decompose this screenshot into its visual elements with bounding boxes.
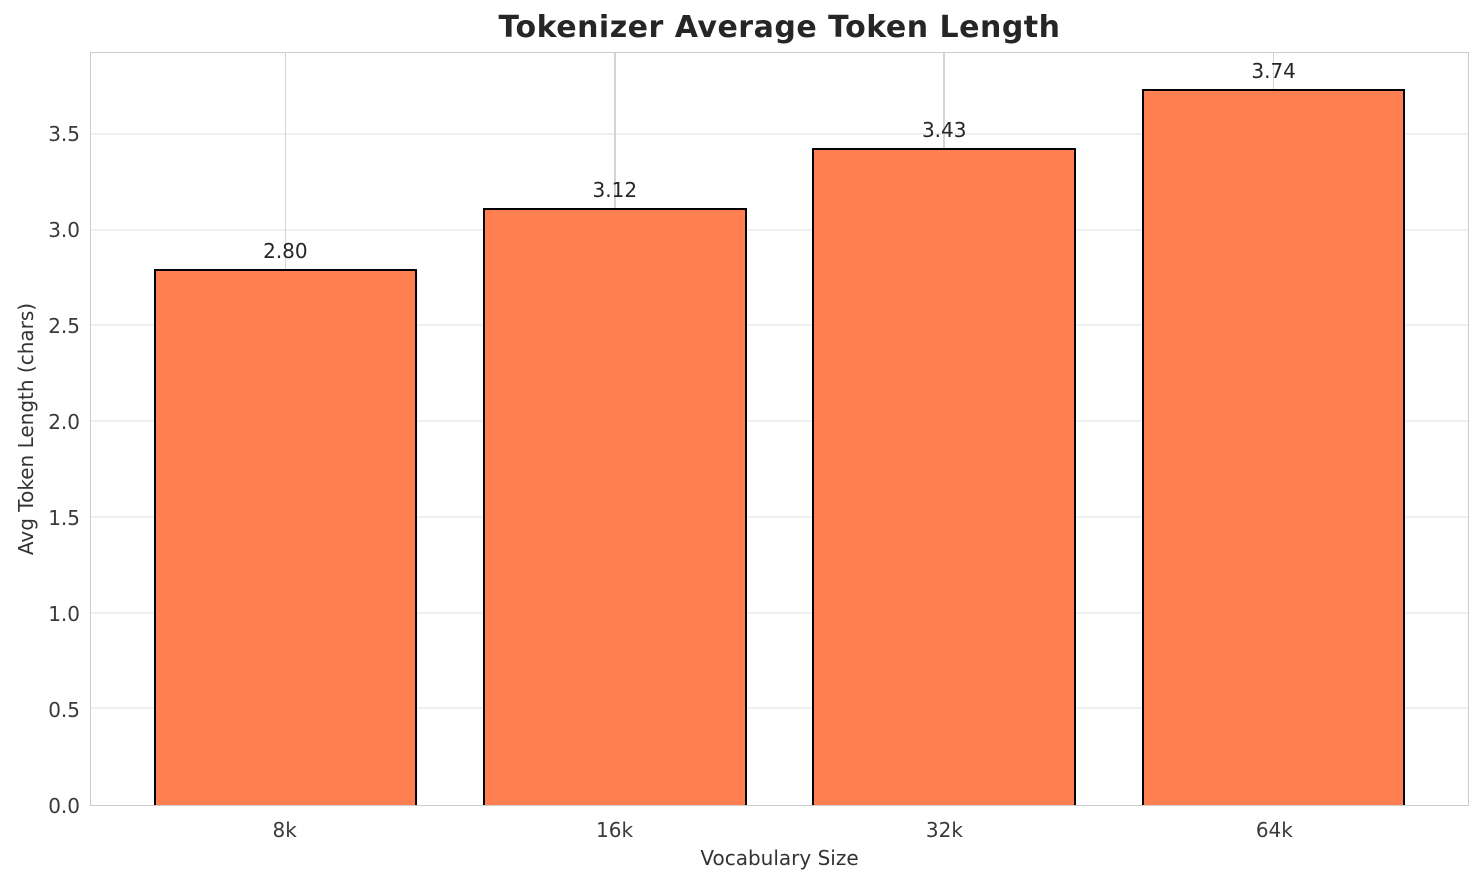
- x-tick-label: 32k: [925, 818, 963, 842]
- y-tick-label: 0.5: [48, 697, 80, 722]
- h-gridline: [91, 707, 1468, 710]
- bars-layer: 2.80 3.12 3.43 3.74: [91, 53, 1468, 805]
- y-tick-label: 2.0: [48, 409, 80, 434]
- bar-value-label: 2.80: [263, 238, 308, 263]
- bar-16k: [483, 207, 747, 805]
- bar-8k: [153, 268, 418, 805]
- bar-64k: [1141, 88, 1406, 805]
- h-gridline: [91, 420, 1468, 423]
- bar-32k: [812, 148, 1076, 805]
- bar-value-label: 3.74: [1251, 58, 1296, 83]
- bar-value-label: 3.43: [921, 118, 967, 143]
- h-gridline: [91, 132, 1468, 135]
- y-tick-label: 1.0: [48, 601, 80, 626]
- plot-area: 2.80 3.12 3.43 3.74: [90, 52, 1469, 806]
- x-tick-label: 16k: [596, 818, 634, 842]
- y-tick-label: 3.5: [48, 121, 80, 146]
- y-axis-label: Avg Token Length (chars): [14, 302, 38, 556]
- x-tick-label: 8k: [272, 818, 297, 842]
- bar-value-label: 3.12: [592, 177, 638, 202]
- h-gridline: [91, 324, 1468, 327]
- x-tick-label: 64k: [1255, 818, 1293, 842]
- y-tick-label: 2.5: [48, 313, 80, 338]
- y-tick-label: 0.0: [48, 794, 80, 818]
- h-gridline: [91, 228, 1468, 231]
- y-tick-label: 1.5: [48, 505, 80, 530]
- y-tick-label: 3.0: [48, 217, 80, 242]
- horizontal-gridlines-layer: [91, 53, 1468, 805]
- h-gridline: [91, 515, 1468, 518]
- h-gridline: [91, 611, 1468, 614]
- x-axis-label: Vocabulary Size: [700, 846, 859, 870]
- chart-title: Tokenizer Average Token Length: [498, 10, 1061, 45]
